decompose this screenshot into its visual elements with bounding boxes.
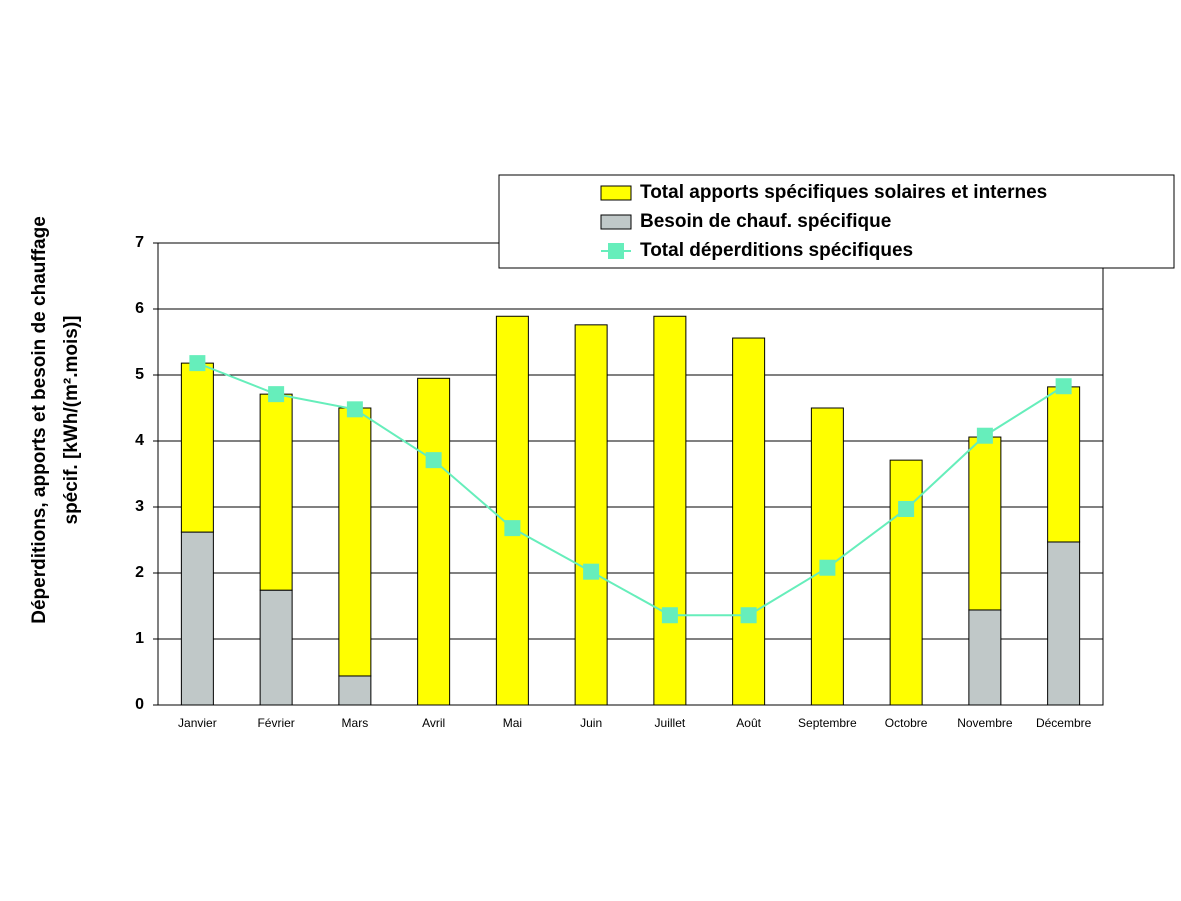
y-tick-label: 1 — [135, 630, 144, 647]
legend-swatch — [600, 214, 632, 230]
line-marker — [740, 607, 757, 624]
x-tick-label: Avril — [422, 716, 445, 730]
bar-segment — [180, 362, 214, 533]
bar-segment — [810, 407, 844, 706]
bar-segment — [338, 675, 372, 706]
x-tick-label: Juin — [580, 716, 602, 730]
y-tick-label: 6 — [135, 300, 144, 317]
x-tick-label: Décembre — [1036, 716, 1092, 730]
x-tick-label: Octobre — [885, 716, 928, 730]
bar-segment — [1047, 386, 1081, 543]
line-marker — [661, 607, 678, 624]
bar-segment — [259, 393, 293, 591]
legend-label: Total apports spécifiques solaires et in… — [640, 182, 1047, 203]
bar-segment — [417, 377, 451, 706]
x-tick-label: Août — [736, 716, 761, 730]
line-marker — [504, 520, 521, 537]
line-marker — [976, 427, 993, 444]
y-tick-label: 2 — [135, 564, 144, 581]
y-tick-label: 0 — [135, 696, 144, 713]
x-tick-label: Janvier — [178, 716, 217, 730]
y-axis-title: Déperditions, apports et besoin de chauf… — [29, 216, 82, 624]
x-tick-label: Mai — [503, 716, 522, 730]
line-marker — [189, 355, 206, 372]
x-tick-label: Novembre — [957, 716, 1013, 730]
line-marker — [1055, 378, 1072, 395]
y-tick-label: 7 — [135, 234, 144, 251]
line-marker — [819, 559, 836, 576]
y-tick-label: 3 — [135, 498, 144, 515]
y-tick-label: 5 — [135, 366, 144, 383]
bar-segment — [495, 315, 529, 706]
y-tick-label: 4 — [135, 432, 144, 449]
line-marker — [346, 401, 363, 418]
x-tick-label: Juillet — [655, 716, 686, 730]
legend-label: Besoin de chauf. spécifique — [640, 211, 891, 232]
legend-label: Total déperditions spécifiques — [640, 240, 913, 261]
plot-area — [157, 242, 1104, 706]
line-marker — [425, 452, 442, 469]
bar-segment — [1047, 541, 1081, 706]
bar-segment — [653, 315, 687, 706]
x-tick-label: Février — [257, 716, 294, 730]
line-marker — [898, 500, 915, 517]
line-marker — [268, 386, 285, 403]
bar-segment — [338, 407, 372, 677]
bar-segment — [180, 531, 214, 706]
bar-segment — [968, 609, 1002, 706]
x-tick-label: Septembre — [798, 716, 857, 730]
y-axis-title-line: spécif. [kWh/(m².mois)] — [61, 315, 82, 524]
bar-segment — [968, 436, 1002, 611]
line — [197, 362, 1065, 617]
bar-segment — [889, 459, 923, 706]
line-marker — [583, 563, 600, 580]
bar-segment — [732, 337, 766, 706]
bar-segment — [259, 589, 293, 706]
legend-marker — [608, 243, 624, 259]
legend-swatch — [600, 185, 632, 201]
x-tick-label: Mars — [342, 716, 369, 730]
bar-segment — [574, 324, 608, 706]
y-axis-title-line: Déperditions, apports et besoin de chauf… — [29, 216, 50, 624]
